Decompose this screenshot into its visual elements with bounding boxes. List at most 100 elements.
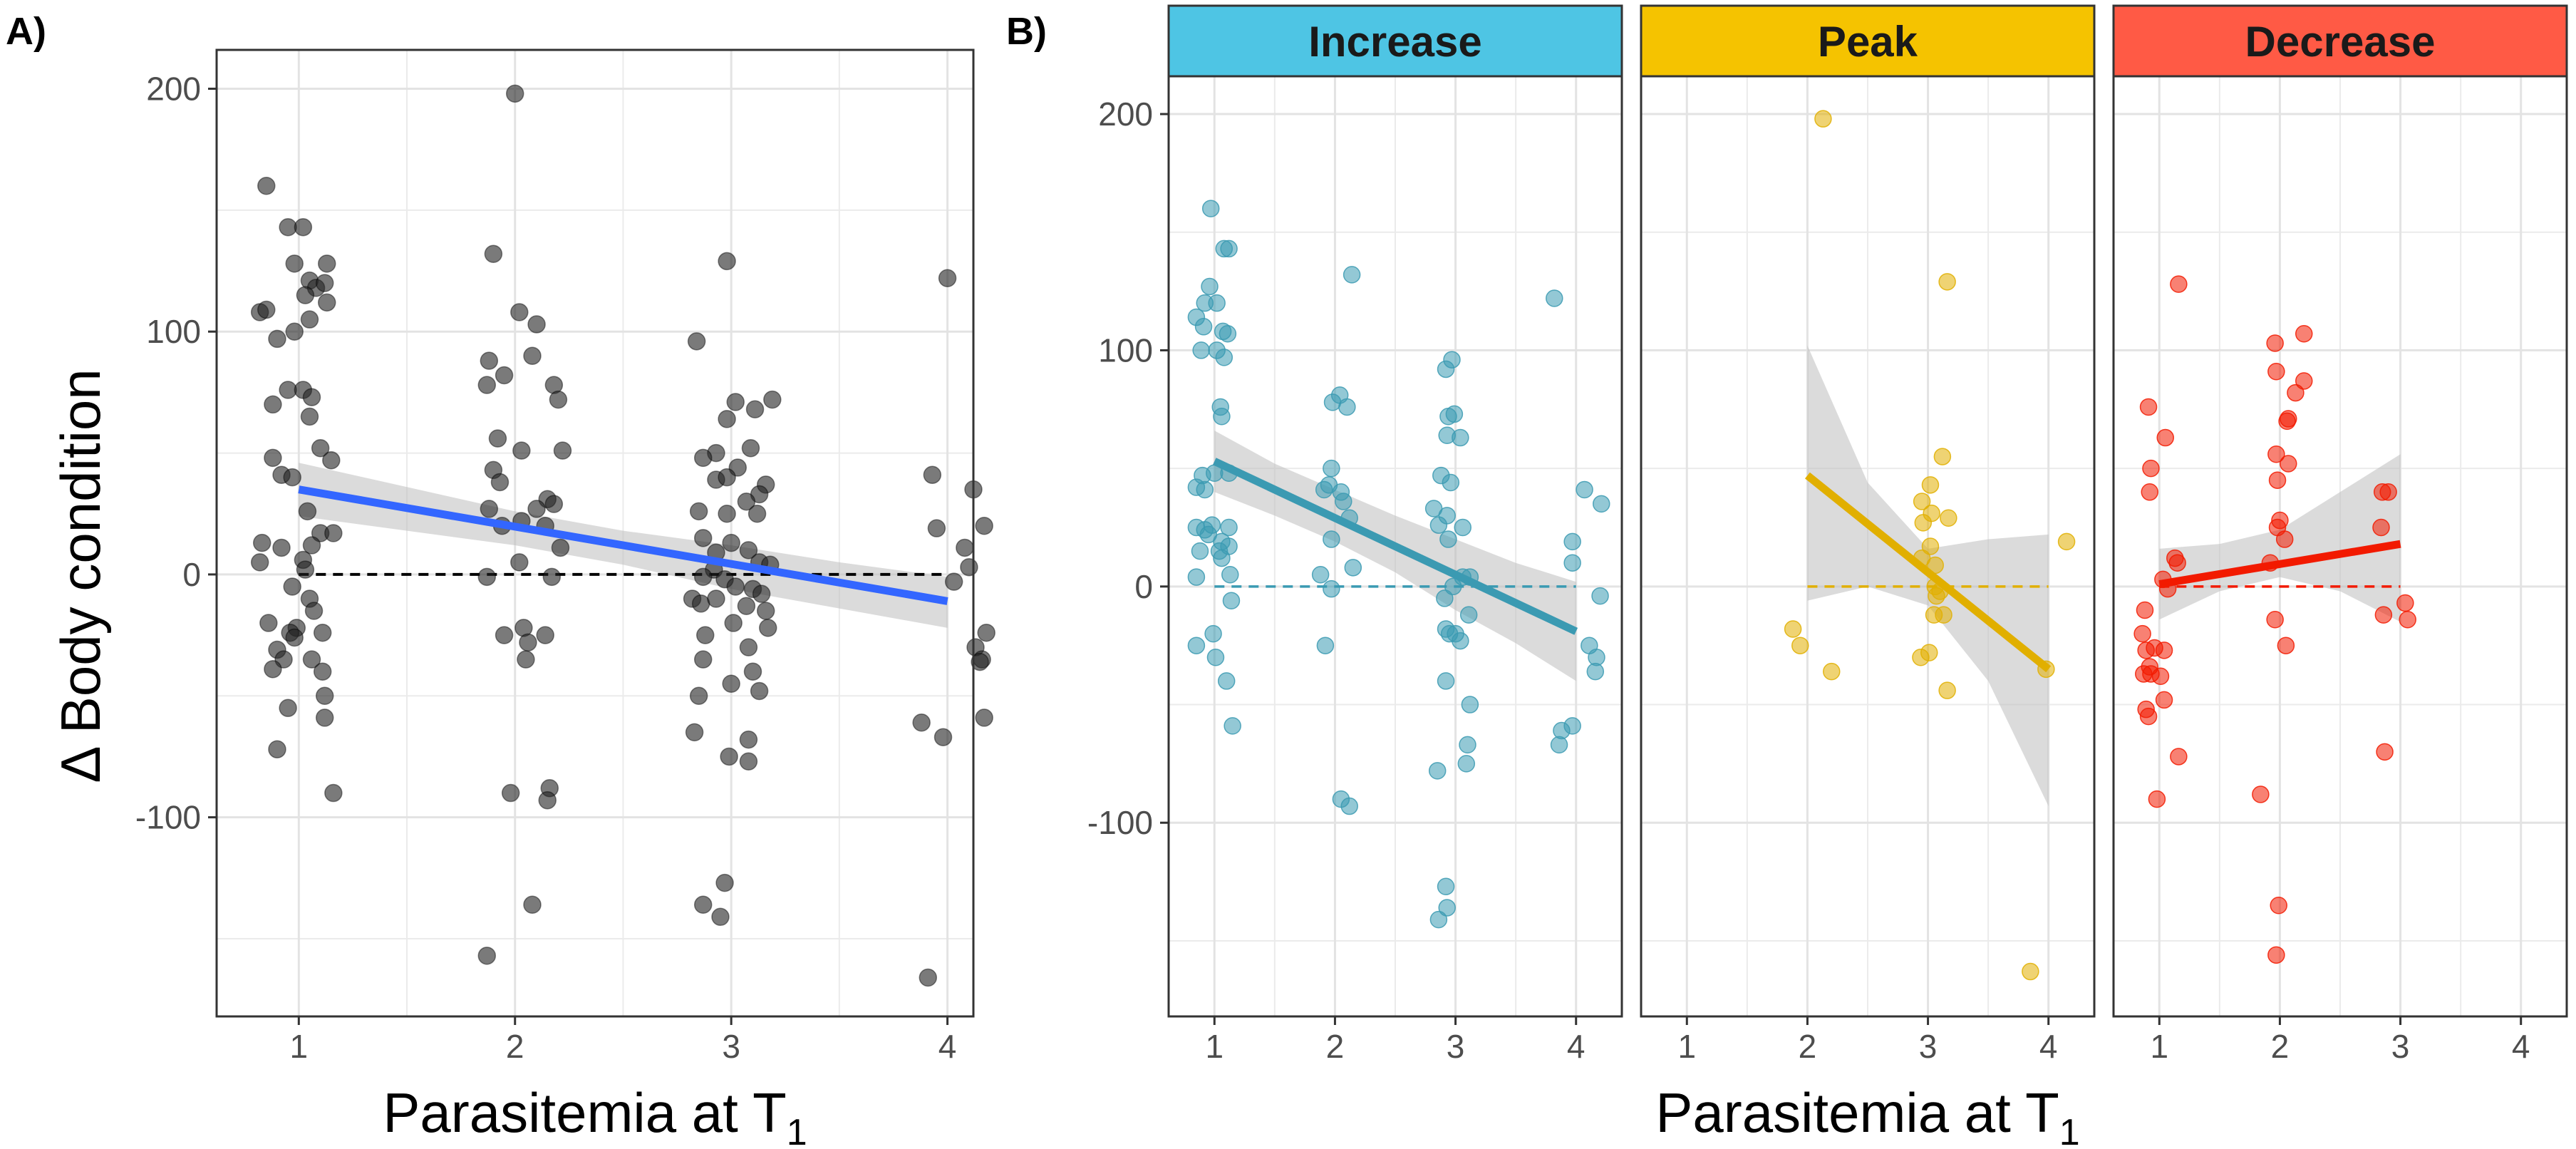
facet-strip-peak-label: Peak [1818,18,1918,66]
facet-decrease-data-point [2155,642,2173,659]
facet-decrease-data-point [2267,363,2285,381]
facet-decrease-data-point [2379,483,2397,501]
panel-a-data-point [538,791,557,810]
facet-peak-data-point [1913,493,1931,510]
panel-a-data-point [298,502,317,521]
facet-increase-data-point [1316,637,1335,654]
facet-peak-data-point [2057,532,2076,551]
panel-a-data-point [322,451,341,470]
panel-a-data-point [536,626,554,644]
panel-a-y-tick-label: 0 [182,556,201,593]
panel-a-data-point [495,626,514,644]
panel-a-data-point [975,709,993,727]
panel-a-data-point [480,351,499,370]
panel-a-data-point [488,429,507,448]
facet-panel-decrease: 1 2 3 4 [2112,75,2568,1065]
panel-a-data-point [722,674,740,693]
facet-increase-data-point [1461,696,1479,713]
panel-a-data-point [501,783,520,803]
facet-increase-data-point [1204,624,1222,643]
facet-decrease-data-point [2295,324,2313,343]
panel-a-data-point [490,473,509,492]
facet-increase-data-point [1439,530,1457,548]
facet-peak-data-point [1784,620,1802,638]
panel-a-data-point [693,650,713,669]
panel-b-y-tick-label: 100 [1098,331,1153,369]
facet-peak-data-point [1928,587,1945,605]
panel-a-data-point [938,269,957,288]
facet-peak-gridlines [1641,76,2094,1016]
panel-a-data-point [726,393,745,411]
panel-a-data-point [510,553,529,572]
facet-panel-increase: 1 2 3 4 [1167,75,1623,1065]
facet-decrease-data-point [2372,518,2390,537]
facet-increase-confidence-band [1214,431,1576,681]
panel-a-data-point [971,652,989,671]
facet-increase-data-point [1215,349,1233,366]
facet-peak-data-point [1921,537,1940,555]
facet-increase-data-point [1438,899,1456,917]
facet-increase-data-point [1429,910,1448,929]
facet-decrease-data-point [2142,665,2160,683]
facet-increase-data-point [1563,554,1581,572]
panel-a-data-point [285,628,304,647]
panel-a-data-point [739,541,758,560]
panel-a-data-point [517,650,535,669]
facet-decrease-data-point [2133,624,2151,643]
facet-decrease-data-point [2278,412,2296,431]
facet-decrease-data-point [2374,606,2393,624]
panel-a-data-point [763,390,782,409]
facet-decrease-data-point [2399,610,2416,629]
panel-a-data-point [259,614,278,632]
facet-strip-peak [1640,4,2096,78]
facet-peak-data-point [1938,681,1956,699]
facet-peak-x-tick-label: 4 [2039,1028,2058,1065]
facet-increase-data-point [1436,589,1454,607]
facet-increase-data-point [1338,398,1356,416]
panel-a-data-point [549,390,568,409]
panel-a-data-point [296,286,315,304]
panel-a-data-point [544,495,564,513]
facet-increase-data-point [1187,568,1206,586]
panel-a-y-ticks: -100 0 100 200 [135,71,217,836]
panel-a-data-point [718,468,736,487]
panel-a-data-point [691,594,710,613]
panel-a-points [250,84,995,987]
panel-a-x-tick-label: 4 [938,1028,957,1065]
facet-increase-data-point [1187,637,1206,654]
facet-increase-data-point [1553,721,1571,740]
panel-a-data-point [693,448,713,468]
panel-a-label: A) [6,10,46,53]
panel-a-x-ticks: 1 2 3 4 [290,1016,957,1065]
panel-a-data-point [542,567,562,587]
panel-a-data-point [527,500,546,518]
facet-increase-points [1187,200,1610,929]
facet-increase-data-point [1442,473,1460,492]
panel-a-data-point [519,633,537,652]
facet-decrease-data-point [2266,334,2284,352]
facet-increase-data-point [1437,360,1455,378]
facet-increase-data-point [1196,480,1214,499]
panel-b-x-axis-title: Parasitemia at T1 [1655,1081,2079,1149]
panel-a-data-point [480,500,499,518]
facet-decrease-x-tick-label: 4 [2512,1028,2530,1065]
panel-a-data-point [283,468,301,487]
facet-peak-x-tick-label: 1 [1677,1028,1696,1065]
panel-a-data-point [689,686,708,706]
facet-increase-data-point [1576,480,1593,499]
facet-peak-x-ticks: 1 2 3 4 [1677,1016,2058,1065]
panel-a-data-point [689,502,708,521]
panel-a-data-point [296,560,315,579]
facet-increase-data-point [1340,797,1358,815]
facet-increase-data-point [1217,672,1236,690]
panel-a-data-point [512,441,531,460]
panel-a-data-point [477,947,497,965]
panel-a-data-point [285,254,304,273]
facet-peak-data-point [1921,476,1940,494]
panel-a-data-point [919,968,938,987]
panel-a-data-point [264,448,282,468]
facet-decrease-data-point [2139,707,2158,726]
facet-increase-data-point [1201,277,1219,296]
panel-a-data-point [510,303,529,321]
